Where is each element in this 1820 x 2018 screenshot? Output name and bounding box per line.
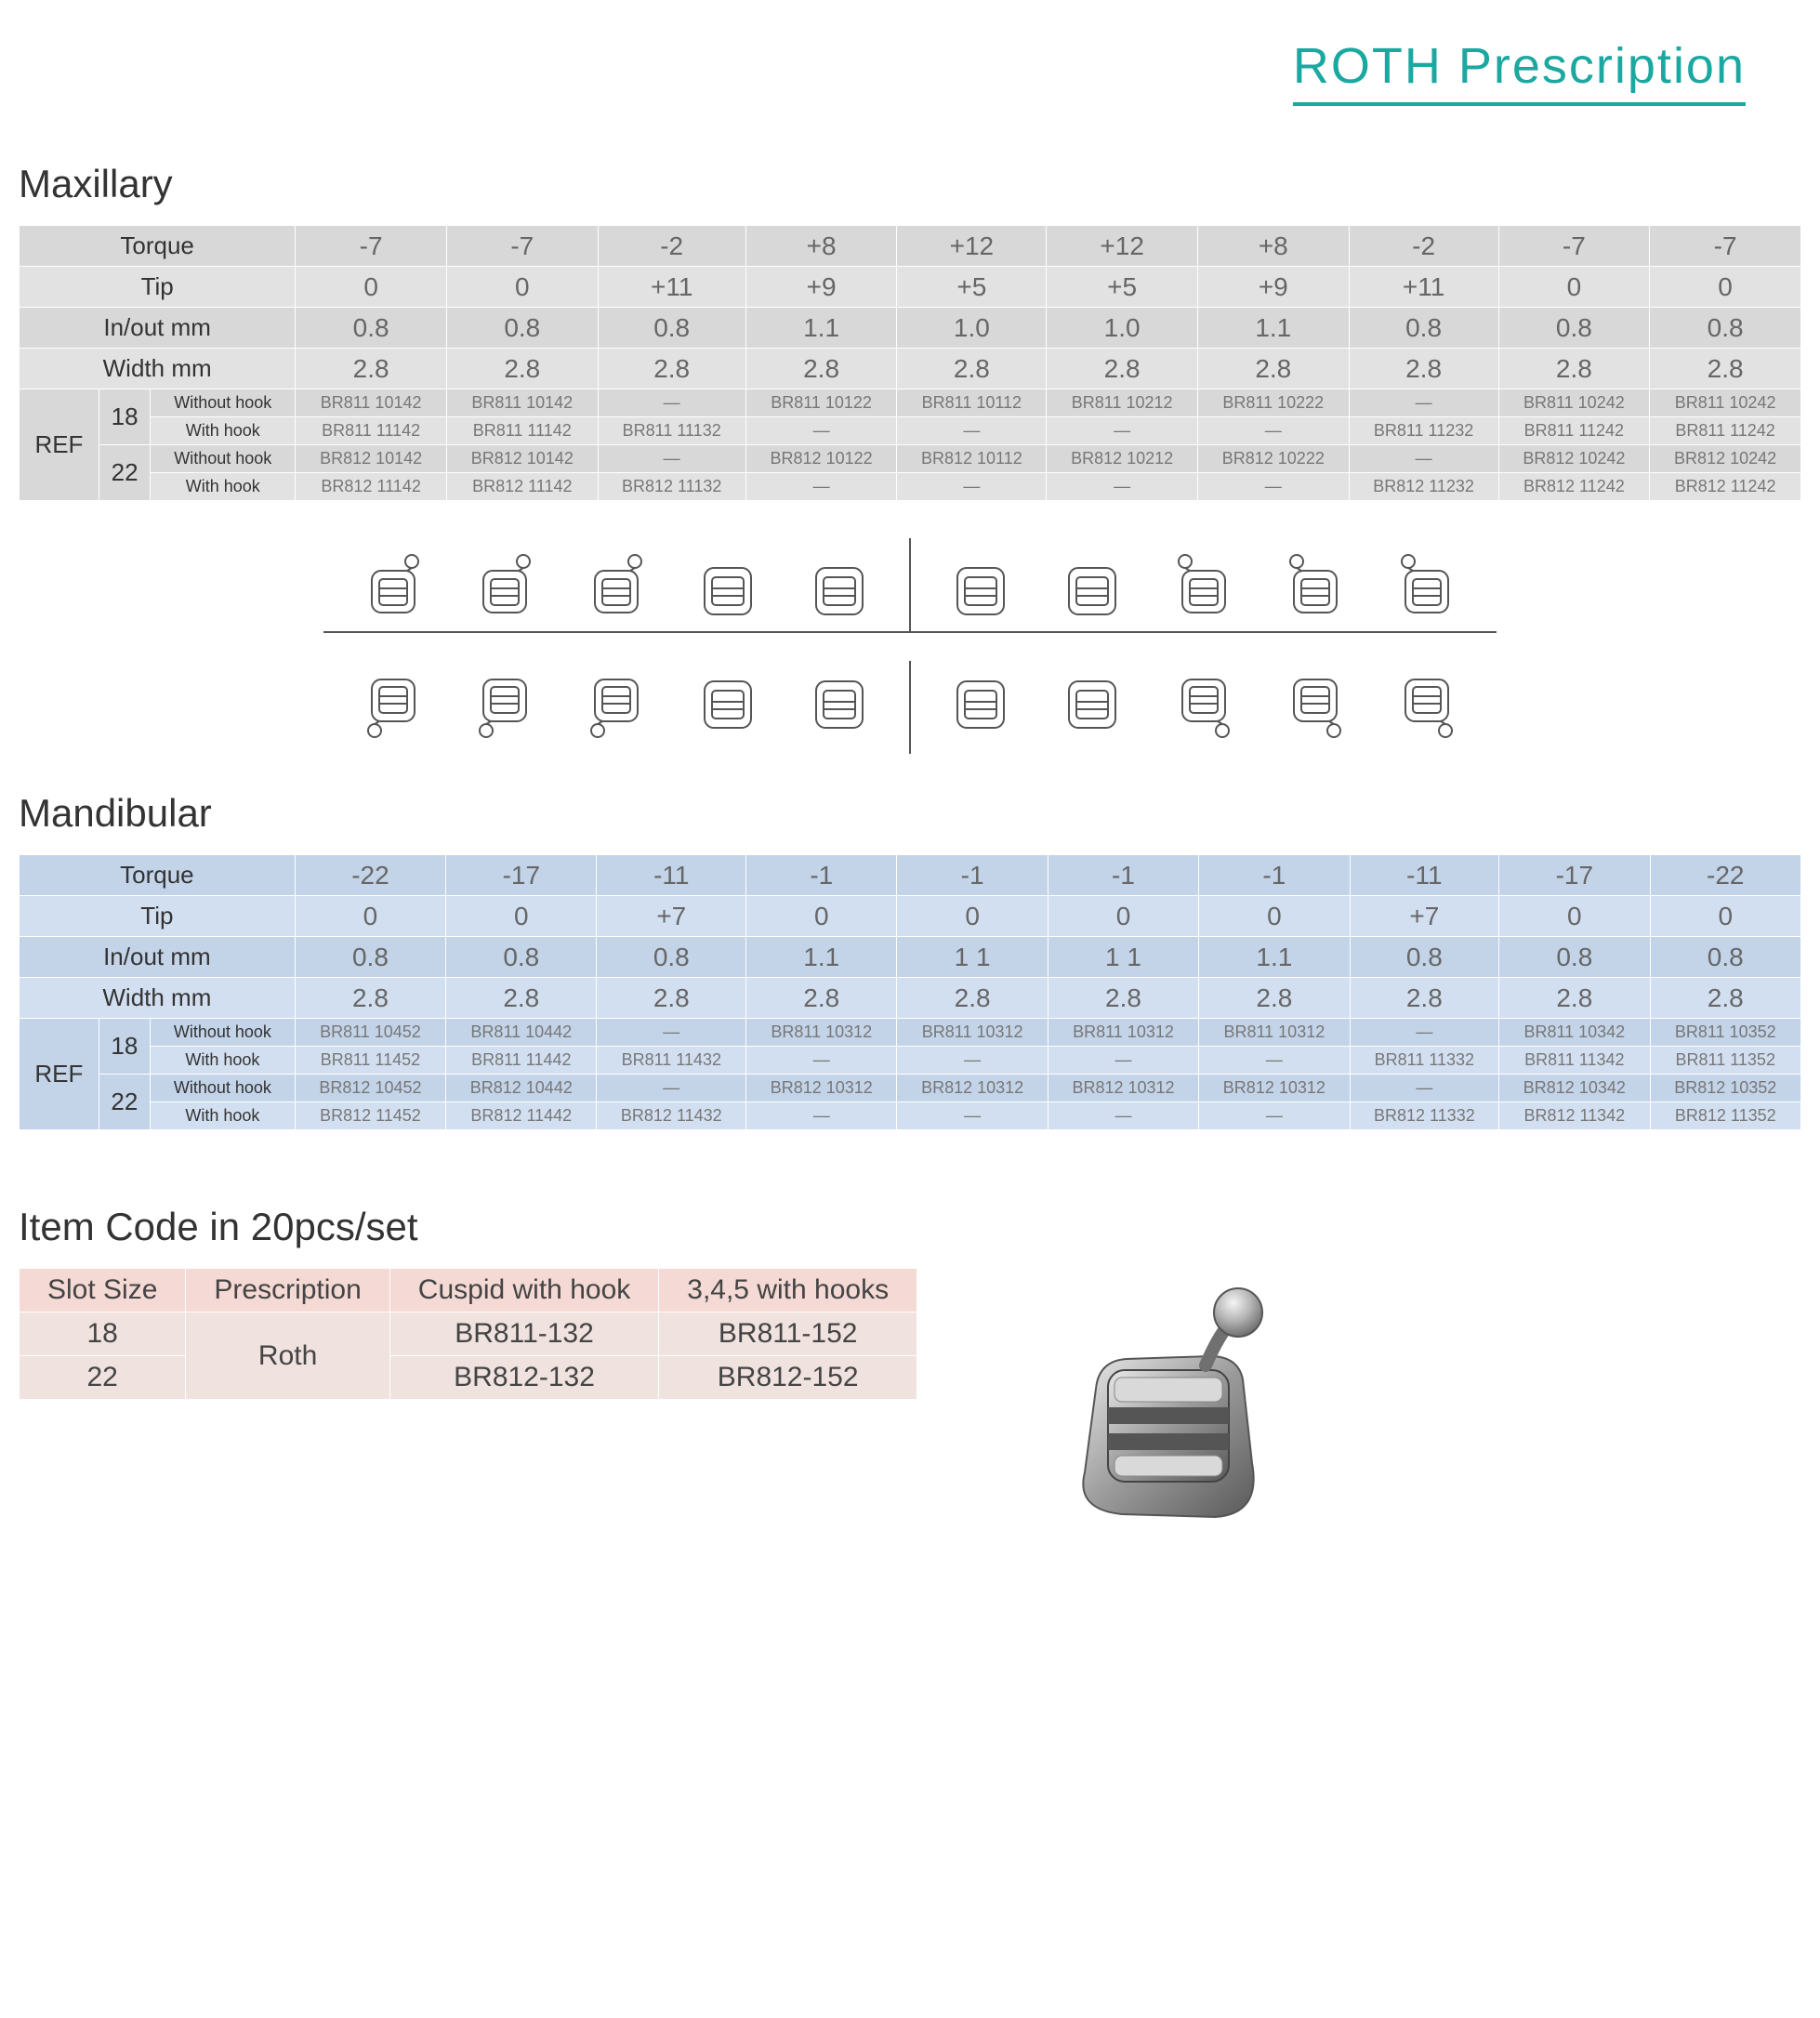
mandibular-table: Torque -22 -17 -11 -1 -1 -1 -1 -11 -17 -… bbox=[19, 854, 1801, 1130]
col-slot-size: Slot Size bbox=[20, 1269, 186, 1312]
upper-right-brackets bbox=[911, 538, 1497, 633]
maxillary-tip-row: Tip 0 0 +11 +9 +5 +5 +9 +11 0 0 bbox=[20, 267, 1801, 308]
bracket-icon bbox=[948, 547, 1013, 622]
bracket-icon bbox=[695, 670, 760, 745]
bracket-icon bbox=[695, 547, 760, 622]
row-label-inout: In/out mm bbox=[20, 308, 296, 349]
col-cuspid: Cuspid with hook bbox=[389, 1269, 658, 1312]
bracket-icon bbox=[472, 547, 537, 622]
bracket-icon bbox=[1171, 547, 1236, 622]
bracket-icon bbox=[1283, 670, 1348, 745]
bracket-icon bbox=[472, 670, 537, 745]
row-label-width: Width mm bbox=[20, 349, 296, 389]
lower-left-brackets bbox=[323, 661, 909, 754]
bracket-icon bbox=[361, 547, 426, 622]
row-label-tip: Tip bbox=[20, 267, 296, 308]
bracket-icon bbox=[807, 670, 872, 745]
bracket-diagram bbox=[19, 538, 1801, 754]
prescription-value: Roth bbox=[186, 1312, 389, 1400]
bracket-icon bbox=[1060, 670, 1125, 745]
col-prescription: Prescription bbox=[186, 1269, 389, 1312]
bracket-icon bbox=[1171, 670, 1236, 745]
maxillary-table: Torque -7 -7 -2 +8 +12 +12 +8 -2 -7 -7 T… bbox=[19, 225, 1801, 501]
bracket-icon bbox=[361, 670, 426, 745]
with-hook-label: With hook bbox=[151, 417, 296, 445]
maxillary-heading: Maxillary bbox=[19, 162, 1801, 206]
item-code-table: Slot Size Prescription Cuspid with hook … bbox=[19, 1268, 917, 1400]
item-code-heading: Item Code in 20pcs/set bbox=[19, 1205, 1801, 1249]
bracket-icon bbox=[1283, 547, 1348, 622]
upper-left-brackets bbox=[323, 538, 909, 633]
bracket-icon bbox=[1060, 547, 1125, 622]
without-hook-label: Without hook bbox=[151, 389, 296, 417]
bracket-product-photo-icon bbox=[1029, 1268, 1289, 1528]
col-345hooks: 3,4,5 with hooks bbox=[659, 1269, 917, 1312]
mandibular-heading: Mandibular bbox=[19, 791, 1801, 836]
maxillary-width-row: Width mm 2.8 2.8 2.8 2.8 2.8 2.8 2.8 2.8… bbox=[20, 349, 1801, 389]
bracket-icon bbox=[584, 670, 649, 745]
maxillary-inout-row: In/out mm 0.8 0.8 0.8 1.1 1.0 1.0 1.1 0.… bbox=[20, 308, 1801, 349]
lower-right-brackets bbox=[911, 661, 1497, 754]
slot22-label: 22 bbox=[99, 445, 150, 501]
maxillary-torque-row: Torque -7 -7 -2 +8 +12 +12 +8 -2 -7 -7 bbox=[20, 226, 1801, 267]
row-label-torque: Torque bbox=[20, 226, 296, 267]
bracket-icon bbox=[948, 670, 1013, 745]
bracket-icon bbox=[1394, 670, 1459, 745]
page-title: ROTH Prescription bbox=[1293, 37, 1746, 106]
bracket-icon bbox=[584, 547, 649, 622]
ref-label: REF bbox=[20, 389, 99, 501]
slot18-label: 18 bbox=[99, 389, 150, 445]
bracket-icon bbox=[807, 547, 872, 622]
bracket-icon bbox=[1394, 547, 1459, 622]
